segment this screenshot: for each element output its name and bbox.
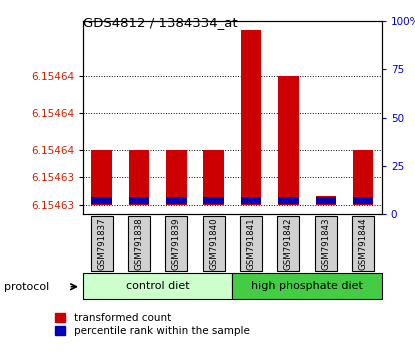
Text: GSM791839: GSM791839 <box>172 218 181 270</box>
Bar <box>128 216 150 271</box>
Bar <box>315 196 336 205</box>
Legend: transformed count, percentile rank within the sample: transformed count, percentile rank withi… <box>55 313 250 336</box>
Bar <box>240 216 262 271</box>
Text: GSM791842: GSM791842 <box>284 218 293 270</box>
Bar <box>352 216 374 271</box>
Text: GSM791843: GSM791843 <box>321 218 330 270</box>
Bar <box>353 150 374 205</box>
Bar <box>91 150 112 205</box>
Bar <box>165 216 188 271</box>
Bar <box>241 30 261 205</box>
Text: GSM791838: GSM791838 <box>134 218 144 270</box>
Bar <box>90 216 113 271</box>
Bar <box>278 197 299 204</box>
Bar <box>241 197 261 204</box>
Text: GSM791840: GSM791840 <box>209 218 218 270</box>
Bar <box>277 216 300 271</box>
Text: GSM791844: GSM791844 <box>359 218 368 270</box>
Bar <box>353 197 374 204</box>
Bar <box>91 197 112 204</box>
Text: high phosphate diet: high phosphate diet <box>251 281 363 291</box>
Bar <box>129 197 149 204</box>
Bar <box>203 150 224 205</box>
Bar <box>203 216 225 271</box>
Bar <box>166 197 187 204</box>
Bar <box>232 273 382 299</box>
Text: GSM791837: GSM791837 <box>97 218 106 270</box>
Text: GSM791841: GSM791841 <box>247 218 256 270</box>
Text: protocol: protocol <box>4 282 49 292</box>
Bar <box>83 273 232 299</box>
Bar <box>203 197 224 204</box>
Bar <box>166 150 187 205</box>
Bar <box>315 216 337 271</box>
Bar <box>315 197 336 204</box>
Bar <box>129 150 149 205</box>
Bar <box>278 76 299 205</box>
Text: control diet: control diet <box>126 281 190 291</box>
Text: GDS4812 / 1384334_at: GDS4812 / 1384334_at <box>83 16 238 29</box>
